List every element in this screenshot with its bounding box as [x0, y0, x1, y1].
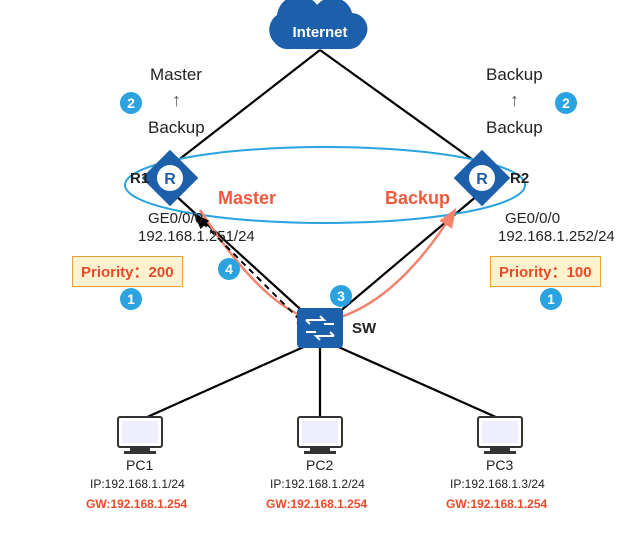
curve-r1-to-sw	[200, 210, 315, 320]
pc-name: PC2	[306, 457, 333, 473]
pc-icon	[118, 417, 162, 454]
step-badge: 2	[120, 92, 142, 114]
internet-cloud: Internet	[269, 0, 367, 49]
r1-state-to: Master	[150, 65, 202, 85]
topology-link	[145, 345, 308, 418]
r1-role: Master	[218, 188, 276, 209]
pc-gateway: GW:192.168.1.254	[446, 497, 547, 511]
step-badge: 3	[330, 285, 352, 307]
r2-state-from: Backup	[486, 118, 543, 138]
pc-gateway: GW:192.168.1.254	[86, 497, 187, 511]
cloud-label: Internet	[292, 24, 347, 41]
arrow-up-icon: ↑	[510, 90, 519, 111]
r1-state-from: Backup	[148, 118, 205, 138]
r2-role: Backup	[385, 188, 450, 209]
r1-name: R1	[130, 170, 149, 187]
arrow-up-icon: ↑	[172, 90, 181, 111]
r2-state-to: Backup	[486, 65, 543, 85]
pc-icon	[478, 417, 522, 454]
pc-ip: IP:192.168.1.2/24	[270, 477, 365, 491]
svg-text:R: R	[164, 171, 176, 188]
switch-icon	[297, 308, 343, 348]
pc-ip: IP:192.168.1.3/24	[450, 477, 545, 491]
r2-name: R2	[510, 170, 529, 187]
r2-priority-box: Priority：100	[490, 256, 601, 287]
r1-interface: GE0/0/0	[148, 210, 203, 227]
router-r1: R	[142, 150, 199, 207]
pc-name: PC1	[126, 457, 153, 473]
topology-link	[334, 345, 498, 418]
r1-priority-box: Priority：200	[72, 256, 183, 287]
pc-ip: IP:192.168.1.1/24	[90, 477, 185, 491]
step-badge: 4	[218, 258, 240, 280]
switch-label: SW	[352, 320, 376, 337]
r2-ip: 192.168.1.252/24	[498, 228, 615, 245]
step-badge: 1	[540, 288, 562, 310]
pc-name: PC3	[486, 457, 513, 473]
r2-interface: GE0/0/0	[505, 210, 560, 227]
pc-icon	[298, 417, 342, 454]
pc-gateway: GW:192.168.1.254	[266, 497, 367, 511]
step-badge: 1	[120, 288, 142, 310]
r1-ip: 192.168.1.251/24	[138, 228, 255, 245]
svg-text:R: R	[476, 171, 488, 188]
step-badge: 2	[555, 92, 577, 114]
diagram-canvas: Internet R R	[0, 0, 640, 534]
